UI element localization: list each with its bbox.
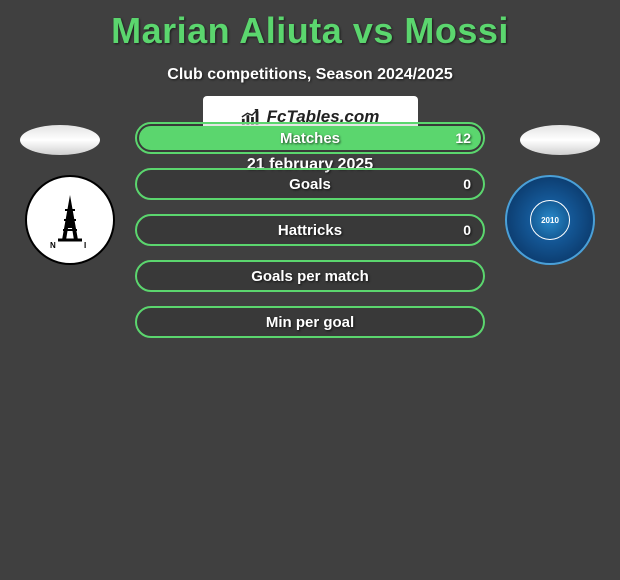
stat-value-right: 12 [455, 130, 471, 146]
country-flag-left [20, 125, 100, 155]
stat-label: Goals per match [251, 268, 369, 285]
svg-text:N: N [50, 241, 56, 250]
subtitle: Club competitions, Season 2024/2025 [0, 66, 620, 84]
stat-value-right: 0 [463, 176, 471, 192]
stat-row: Min per goal [135, 306, 485, 338]
stat-row: Goals per match [135, 260, 485, 292]
stat-row: Hattricks 0 [135, 214, 485, 246]
club-badge-left: N I [25, 175, 115, 265]
stat-label: Goals [289, 176, 331, 193]
country-flag-right [520, 125, 600, 155]
oil-derrick-icon: N I [40, 190, 100, 250]
stat-row: Goals 0 [135, 168, 485, 200]
stat-value-right: 0 [463, 222, 471, 238]
svg-text:I: I [84, 241, 86, 250]
stat-label: Min per goal [266, 314, 354, 331]
stat-label: Hattricks [278, 222, 342, 239]
badge-year: 2010 [530, 200, 570, 240]
page-title: Marian Aliuta vs Mossi [0, 0, 620, 52]
stats-table: Matches 12 Goals 0 Hattricks 0 Goals per match… [135, 122, 485, 352]
stat-row: Matches 12 [135, 122, 485, 154]
stat-label: Matches [280, 130, 340, 147]
club-badge-right: 2010 [505, 175, 595, 265]
